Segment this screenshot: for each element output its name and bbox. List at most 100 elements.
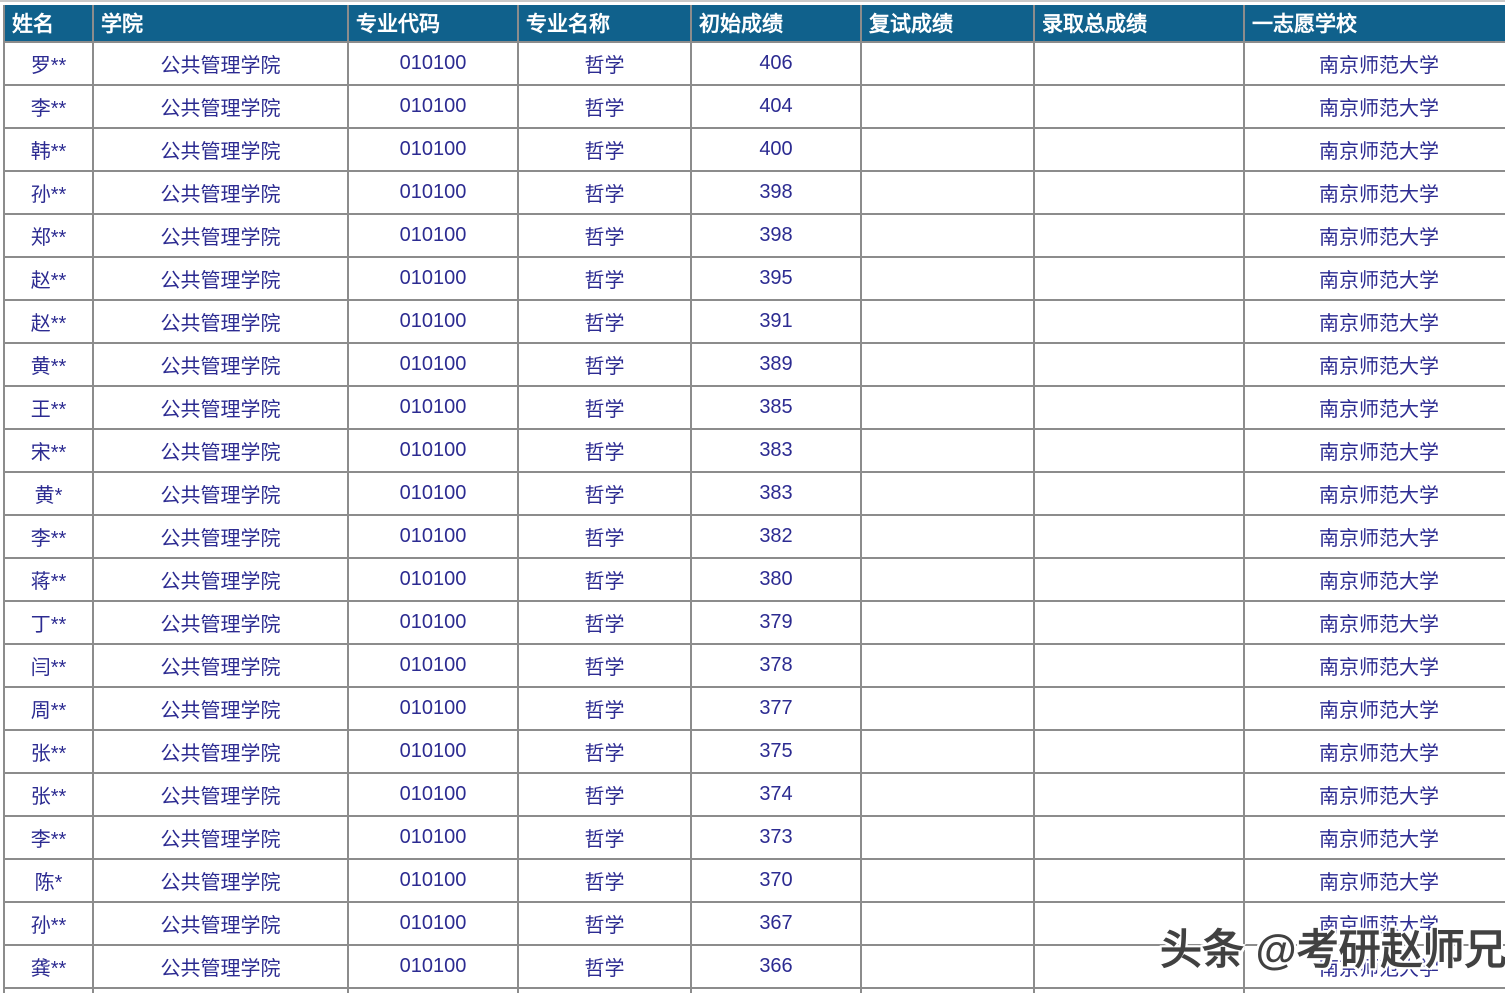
cell-college: 公共管理学院 [92,256,349,301]
cell-college: 公共管理学院 [92,600,349,645]
cell-name: 李** [3,84,94,129]
cell-initial-score: 377 [690,686,862,731]
table-row: 赵** 公共管理学院 010100 哲学 395 南京师范大学 [3,256,1505,301]
cell-first-choice-school: 南京师范大学 [1243,815,1505,860]
table-row: 孙** 公共管理学院 010100 哲学 398 南京师范大学 [3,170,1505,215]
cell-major-code: 010100 [347,471,519,516]
cell-total-score [1033,41,1245,86]
cell-initial-score: 400 [690,127,862,172]
cell-first-choice-school: 南京师范大学 [1243,686,1505,731]
cell-total-score [1033,127,1245,172]
cell-name: 黄* [3,471,94,516]
cell-major-name: 哲学 [517,772,692,817]
cell-initial-score: 366 [690,944,862,989]
table-row: 闫** 公共管理学院 010100 哲学 378 南京师范大学 [3,643,1505,688]
cell-major-code: 010100 [347,600,519,645]
cell-first-choice-school: 南京师范大学 [1243,342,1505,387]
cell-college: 公共管理学院 [92,557,349,602]
header-first-choice-school: 一志愿学校 [1243,5,1505,43]
cell-major-code: 010100 [347,256,519,301]
header-retest-score: 复试成绩 [860,5,1035,43]
cell-name: 陈* [3,858,94,903]
cell-first-choice-school: 南京师范大学 [1243,643,1505,688]
cell-retest-score [860,944,1035,989]
cell-college: 公共管理学院 [92,84,349,129]
cell-major-code: 010100 [347,299,519,344]
cell-total-score [1033,815,1245,860]
cell-initial-score: 404 [690,84,862,129]
cell-first-choice-school: 南京师范大学 [1243,729,1505,774]
cell-first-choice-school: 南京师范大学 [1243,256,1505,301]
table-row: 陈* 公共管理学院 010100 哲学 370 南京师范大学 [3,858,1505,903]
cell-major-code: 010100 [347,815,519,860]
cell-first-choice-school: 南京师范大学 [1243,41,1505,86]
cell-major-code: 010100 [347,41,519,86]
cell-name: 王** [3,385,94,430]
cell-retest-score [860,815,1035,860]
table-row: 张** 公共管理学院 010100 哲学 375 南京师范大学 [3,729,1505,774]
cell-major-name: 哲学 [517,342,692,387]
cell-total-score [1033,901,1245,946]
cell-name: 张** [3,729,94,774]
cell-major-name: 哲学 [517,729,692,774]
table-header: 姓名 学院 专业代码 专业名称 初始成绩 复试成绩 录取总成绩 一志愿学校 [3,5,1505,43]
cell-first-choice-school: 南京师范大学 [1243,858,1505,903]
cell-retest-score [860,342,1035,387]
top-edge-divider [0,0,1505,2]
cell-total-score [1033,514,1245,559]
cell-major-code: 010100 [347,858,519,903]
cell-retest-score [860,514,1035,559]
cell-retest-score [860,213,1035,258]
cell-major-name: 哲学 [517,901,692,946]
cell-college: 公共管理学院 [92,901,349,946]
cell-college: 公共管理学院 [92,213,349,258]
cell-retest-score [860,428,1035,473]
table-row: 蒋** 公共管理学院 010100 哲学 380 南京师范大学 [3,557,1505,602]
cell-major-code: 010100 [347,643,519,688]
cell-major-name: 哲学 [517,256,692,301]
table-row: 李** 公共管理学院 010100 哲学 382 南京师范大学 [3,514,1505,559]
cell-total-score [1033,729,1245,774]
cell-initial-score: 391 [690,299,862,344]
cell-initial-score: 398 [690,213,862,258]
table-row: 龚** 公共管理学院 010100 哲学 366 南京师范大学 [3,944,1505,989]
cell-retest-score [860,901,1035,946]
cell-major-name: 哲学 [517,600,692,645]
table-row: 李** 公共管理学院 010100 哲学 404 南京师范大学 [3,84,1505,129]
cell-major-code: 010100 [347,686,519,731]
table-row: 周** 公共管理学院 010100 哲学 377 南京师范大学 [3,686,1505,731]
cell-college: 公共管理学院 [92,643,349,688]
table-body: 罗** 公共管理学院 010100 哲学 406 南京师范大学 李** 公共管理学院 01010… [3,41,1505,993]
cell-retest-score [860,385,1035,430]
cell-college: 公共管理学院 [92,385,349,430]
cell-first-choice-school: 南京师范大学 [1243,471,1505,516]
cell-major-name: 哲学 [517,299,692,344]
watermark-text: 头条 @考研赵师兄 [1160,926,1505,973]
cell-major-code: 010100 [347,729,519,774]
cell-empty [347,987,519,993]
cell-major-name: 哲学 [517,385,692,430]
table-row: 李** 公共管理学院 010100 哲学 373 南京师范大学 [3,815,1505,860]
watermark: 头条 @考研赵师兄 [1160,916,1505,977]
cell-total-score [1033,772,1245,817]
cell-major-code: 010100 [347,127,519,172]
cell-empty [690,987,862,993]
cell-name: 宋** [3,428,94,473]
table-row: 郑** 公共管理学院 010100 哲学 398 南京师范大学 [3,213,1505,258]
cell-name: 闫** [3,643,94,688]
cell-major-name: 哲学 [517,944,692,989]
cell-retest-score [860,686,1035,731]
cell-total-score [1033,557,1245,602]
header-major-code: 专业代码 [347,5,519,43]
cell-college: 公共管理学院 [92,471,349,516]
cell-major-code: 010100 [347,428,519,473]
cell-college: 公共管理学院 [92,299,349,344]
cell-name: 赵** [3,299,94,344]
cell-first-choice-school: 南京师范大学 [1243,901,1505,946]
cell-retest-score [860,170,1035,215]
cell-major-name: 哲学 [517,127,692,172]
table-row: 韩** 公共管理学院 010100 哲学 400 南京师范大学 [3,127,1505,172]
cell-first-choice-school: 南京师范大学 [1243,385,1505,430]
cell-empty [1243,987,1505,993]
cell-college: 公共管理学院 [92,428,349,473]
